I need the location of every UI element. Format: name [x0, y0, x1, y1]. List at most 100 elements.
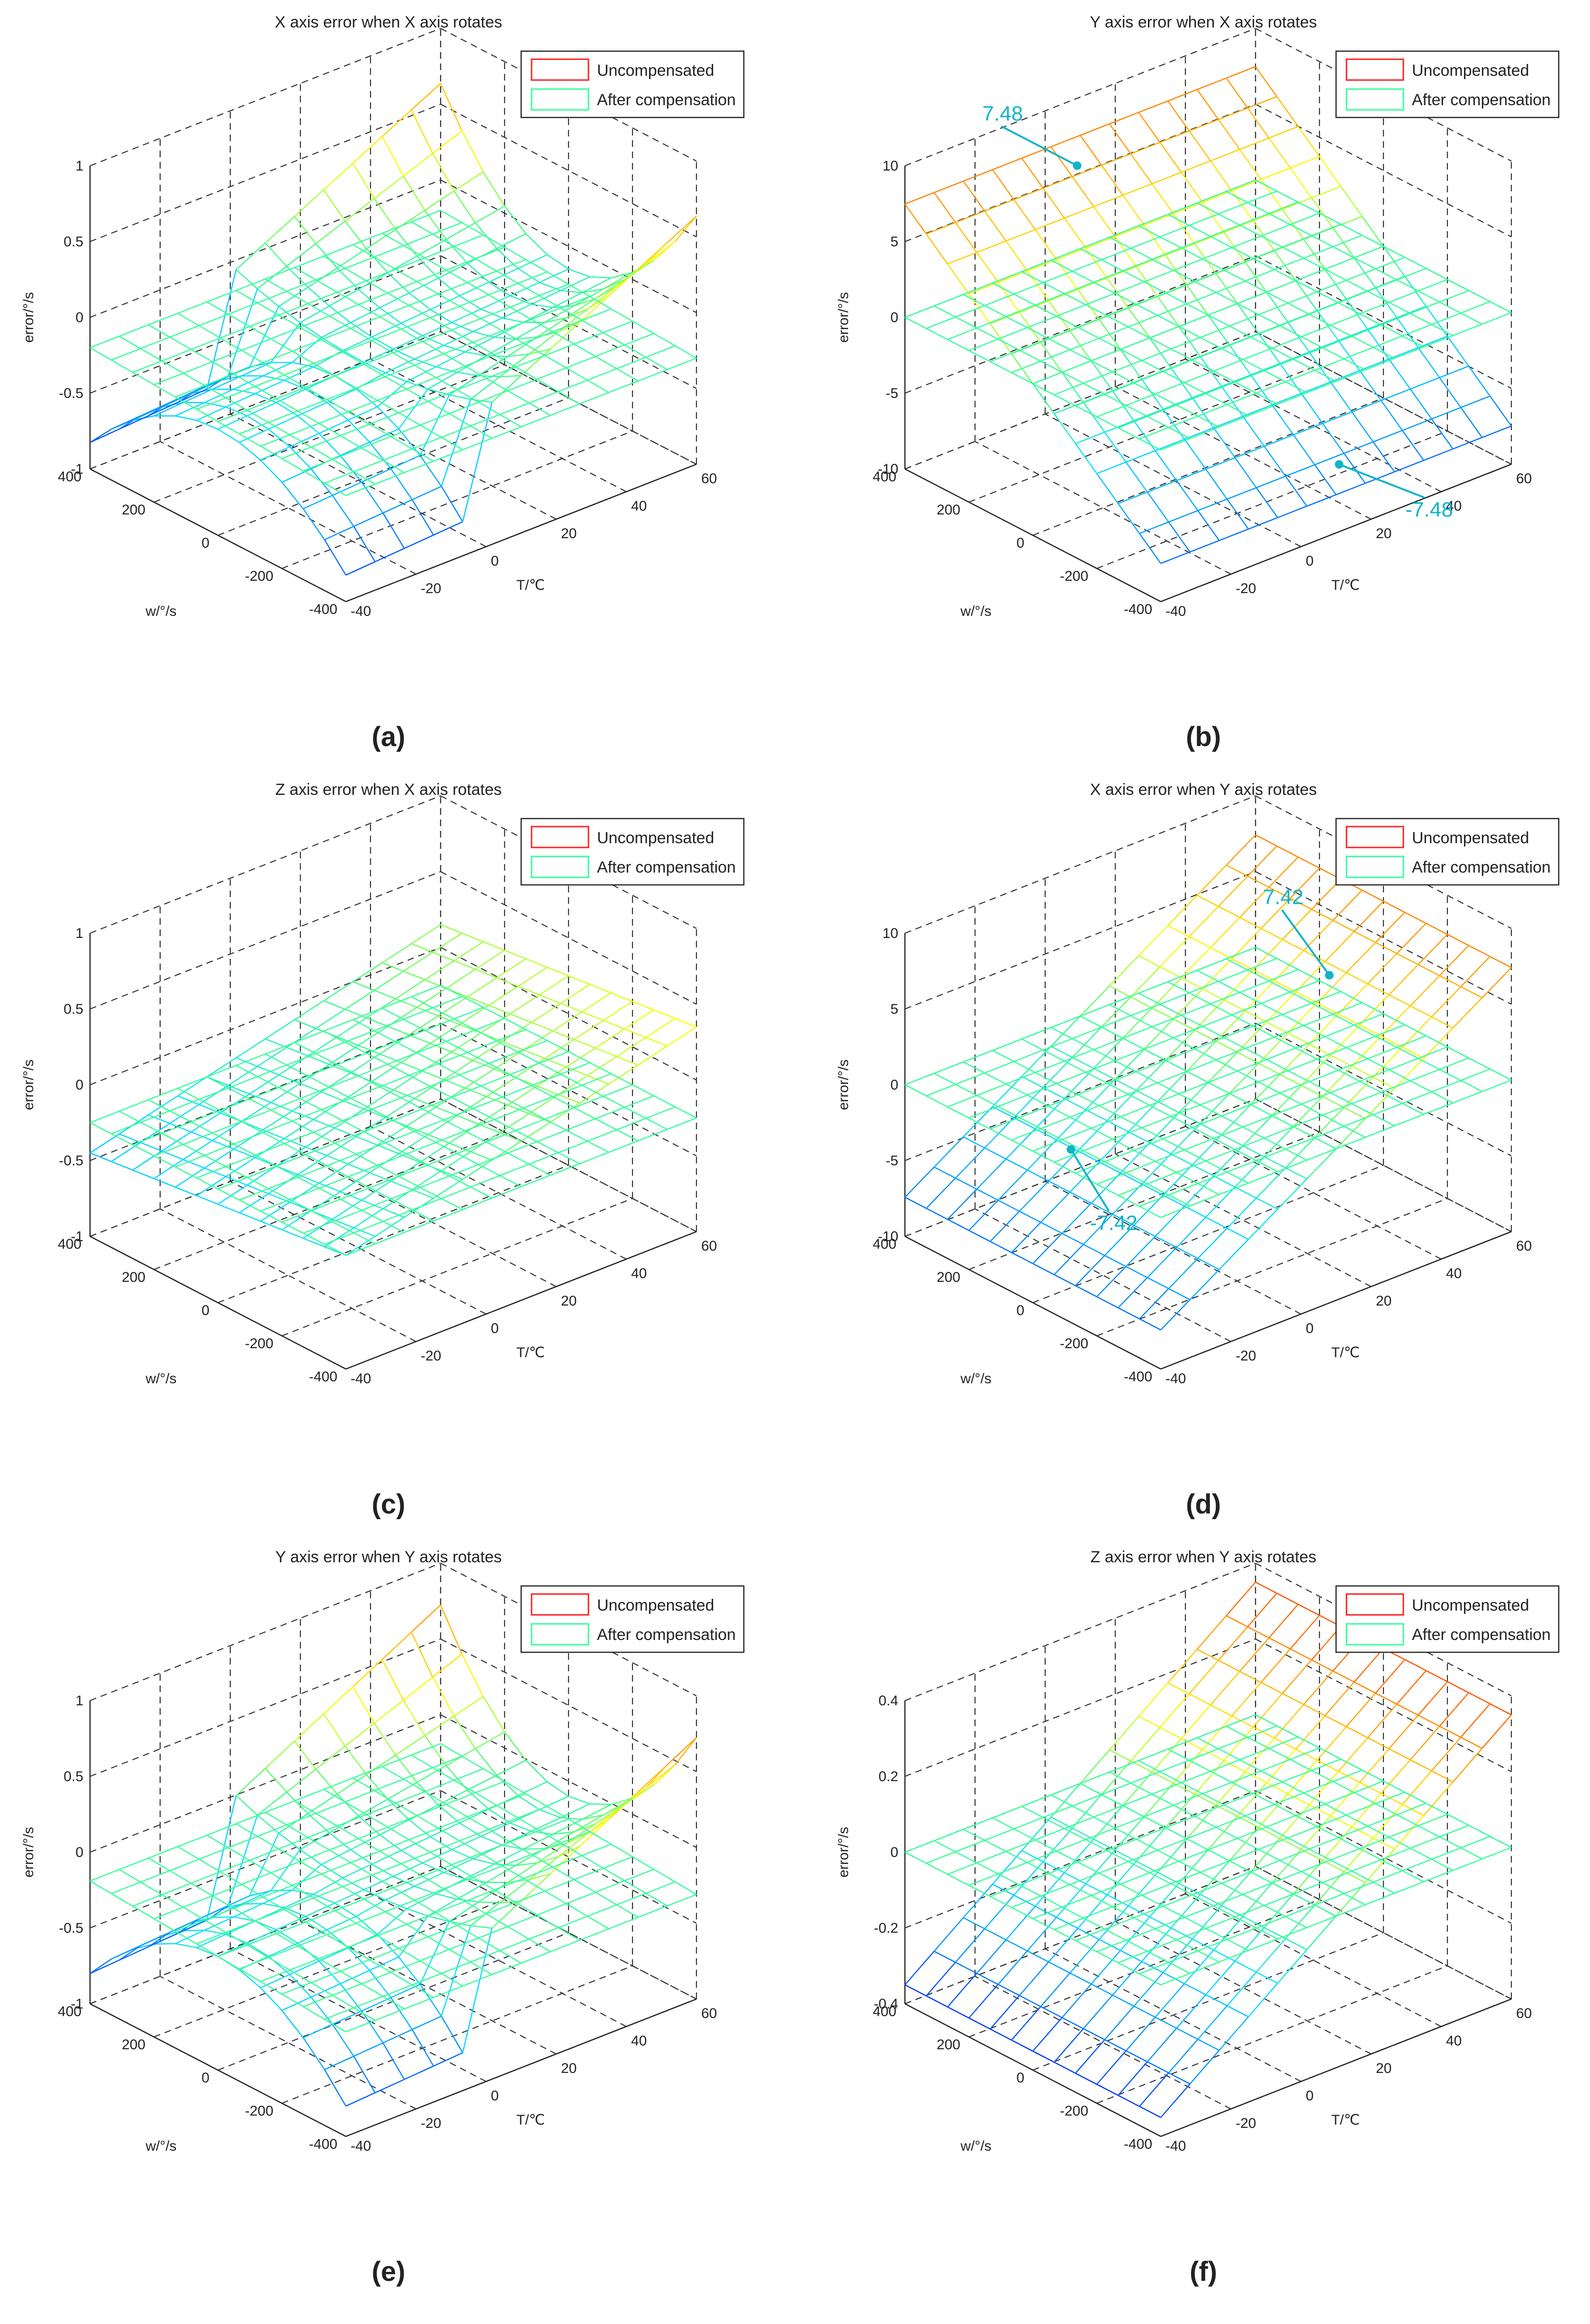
- mesh-segment: [589, 1062, 612, 1074]
- mesh-segment: [1336, 483, 1366, 495]
- mesh-segment: [566, 1833, 588, 1844]
- mesh-segment: [1317, 1826, 1339, 1838]
- mesh-segment: [1080, 1004, 1110, 1017]
- mesh-segment: [483, 1768, 505, 1782]
- mesh-segment: [1418, 1813, 1448, 1827]
- mesh-segment: [1027, 1169, 1049, 1182]
- mesh-segment: [1130, 1771, 1160, 1784]
- mesh-segment: [1136, 292, 1166, 305]
- mesh-segment: [148, 1932, 171, 1947]
- mesh-segment: [1019, 1961, 1049, 1996]
- mesh-segment: [249, 326, 271, 340]
- mesh-segment: [547, 271, 569, 285]
- mesh-segment: [1197, 1228, 1228, 1259]
- mesh-segment: [1260, 179, 1283, 210]
- mesh-segment: [404, 460, 434, 473]
- mesh-segment: [517, 283, 540, 297]
- mesh-segment: [1253, 258, 1275, 270]
- mesh-segment: [352, 244, 375, 258]
- mesh-segment: [483, 234, 505, 248]
- mesh-segment: [1287, 322, 1310, 352]
- mesh-segment: [377, 1126, 407, 1146]
- mesh-segment: [480, 1836, 503, 1846]
- mesh-segment: [488, 986, 518, 1006]
- mesh-segment: [1133, 1150, 1156, 1162]
- mesh-segment: [1410, 301, 1440, 314]
- mesh-segment: [332, 1199, 362, 1220]
- mesh-segment: [1152, 247, 1182, 260]
- mesh-segment: [1336, 369, 1366, 382]
- mesh-segment: [992, 157, 1022, 171]
- mesh-segment: [1192, 1905, 1222, 1940]
- grid-line: [440, 1790, 697, 1924]
- mesh-segment: [1064, 1049, 1094, 1062]
- mesh-segment: [1136, 304, 1158, 316]
- mesh-segment: [1279, 1804, 1310, 1839]
- x-tick-label: 60: [1516, 1238, 1532, 1254]
- mesh-segment: [1168, 1288, 1191, 1300]
- grid-line: [1255, 331, 1512, 465]
- mesh-segment: [422, 1097, 452, 1109]
- mesh-segment: [1141, 1961, 1164, 1973]
- z-tick-label: -1: [71, 1996, 83, 2012]
- mesh-segment: [947, 2006, 969, 2019]
- mesh-segment: [523, 331, 553, 344]
- mesh-segment: [1247, 846, 1277, 877]
- mesh-segment: [1261, 1003, 1283, 1015]
- mesh-segment: [667, 1117, 697, 1130]
- mesh-segment: [1431, 986, 1462, 1018]
- mesh-segment: [517, 254, 548, 269]
- mesh-segment: [299, 315, 330, 328]
- mesh-segment: [1072, 164, 1102, 178]
- legend-swatch-compensated: [1346, 856, 1404, 878]
- mesh-segment: [1388, 359, 1411, 389]
- mesh-segment: [1221, 374, 1251, 387]
- mesh-segment: [1104, 382, 1134, 395]
- mesh-segment: [1147, 1247, 1177, 1278]
- mesh-segment: [265, 278, 287, 292]
- mesh-segment: [276, 387, 306, 399]
- mesh-segment: [1295, 991, 1318, 1004]
- mesh-segment: [1189, 1693, 1211, 1706]
- mesh-segment: [366, 1041, 396, 1054]
- mesh-segment: [525, 1793, 548, 1807]
- mesh-segment: [517, 1781, 548, 1796]
- mesh-segment: [486, 1077, 516, 1097]
- mesh-segment: [446, 222, 476, 240]
- mesh-segment: [1120, 349, 1142, 361]
- mesh-segment: [1287, 1058, 1318, 1072]
- mesh-segment: [1351, 1870, 1373, 1883]
- mesh-segment: [1293, 1096, 1323, 1127]
- mesh-segment: [371, 1874, 394, 1889]
- mesh-segment: [313, 1119, 335, 1129]
- mesh-segment: [162, 1894, 184, 1908]
- mesh-segment: [1155, 1928, 1177, 1941]
- mesh-segment: [337, 248, 367, 269]
- mesh-segment: [478, 390, 508, 403]
- mesh-segment: [1096, 2083, 1119, 2096]
- mesh-segment: [329, 288, 359, 307]
- mesh-segment: [510, 1822, 532, 1832]
- mesh-segment: [1170, 367, 1193, 398]
- mesh-segment: [1085, 1072, 1108, 1084]
- mesh-segment: [1080, 236, 1110, 250]
- mesh-segment: [1048, 326, 1078, 340]
- mesh-segment: [1431, 1770, 1454, 1783]
- mesh-segment: [1325, 1803, 1347, 1816]
- mesh-segment: [403, 1007, 433, 1020]
- mesh-segment: [1189, 1269, 1220, 1300]
- mesh-segment: [361, 468, 391, 483]
- mesh-segment: [595, 279, 625, 299]
- mesh-segment: [387, 1063, 409, 1076]
- mesh-segment: [403, 1778, 425, 1793]
- mesh-segment: [1287, 1837, 1310, 1850]
- mesh-segment: [1138, 112, 1161, 143]
- mesh-segment: [353, 459, 383, 472]
- mesh-segment: [1431, 1858, 1454, 1871]
- mesh-segment: [1303, 257, 1326, 270]
- mesh-segment: [1133, 371, 1164, 384]
- mesh-segment: [190, 337, 221, 350]
- mesh-segment: [1101, 1027, 1123, 1039]
- mesh-segment: [904, 203, 927, 234]
- mesh-segment: [1128, 1905, 1150, 1918]
